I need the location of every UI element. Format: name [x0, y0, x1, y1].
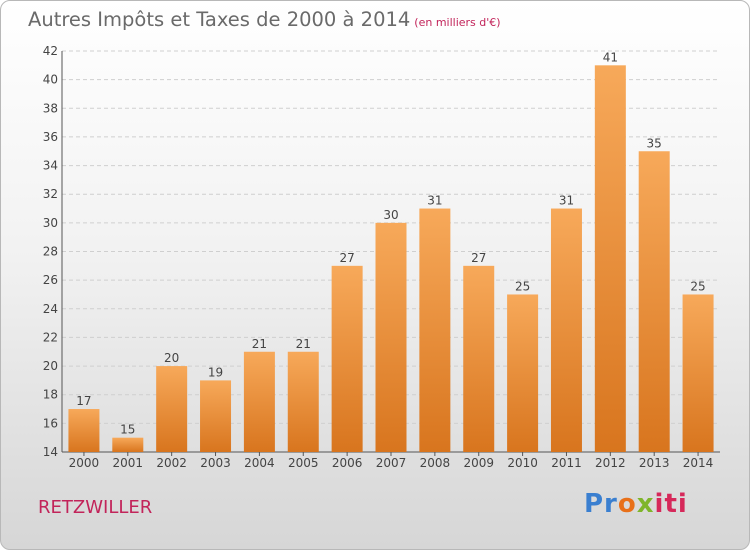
- x-tick-label-2000: 2000: [69, 456, 100, 470]
- data-label-2001: 15: [120, 423, 135, 437]
- data-label-2000: 17: [76, 394, 91, 408]
- bar-2003: [200, 380, 232, 452]
- y-tick-label-34: 34: [43, 159, 58, 173]
- y-tick-label-30: 30: [43, 216, 58, 230]
- bar-2009: [463, 265, 495, 452]
- bar-2011: [550, 208, 582, 452]
- x-tick-label-2005: 2005: [288, 456, 319, 470]
- commune-name: RETZWILLER: [38, 497, 153, 518]
- bar-2002: [156, 366, 188, 452]
- x-tick-label-2003: 2003: [200, 456, 231, 470]
- data-label-2010: 25: [515, 279, 530, 293]
- proxiti-logo: Proxiti: [584, 489, 688, 519]
- data-label-2006: 27: [339, 251, 354, 265]
- bar-2013: [638, 151, 670, 452]
- bar-2008: [419, 208, 451, 452]
- y-tick-label-16: 16: [43, 416, 58, 430]
- bar-2000: [68, 409, 100, 452]
- y-tick-label-40: 40: [43, 73, 58, 87]
- data-label-2011: 31: [559, 194, 574, 208]
- x-tick-label-2004: 2004: [244, 456, 275, 470]
- y-tick-label-26: 26: [43, 273, 58, 287]
- y-tick-label-36: 36: [43, 130, 58, 144]
- x-tick-label-2002: 2002: [156, 456, 187, 470]
- x-tick-label-2009: 2009: [463, 456, 494, 470]
- bar-2014: [682, 294, 714, 452]
- bar-2010: [507, 294, 539, 452]
- data-label-2007: 30: [383, 208, 398, 222]
- y-tick-label-28: 28: [43, 245, 58, 259]
- data-label-2005: 21: [296, 337, 311, 351]
- data-label-2003: 19: [208, 365, 223, 379]
- chart-title-text: Autres Impôts et Taxes de 2000 à 2014: [28, 8, 411, 31]
- data-label-2012: 41: [603, 50, 618, 64]
- y-tick-label-38: 38: [43, 101, 58, 115]
- x-tick-label-2010: 2010: [507, 456, 538, 470]
- data-label-2008: 31: [427, 194, 442, 208]
- y-tick-label-14: 14: [43, 445, 58, 459]
- chart-title: Autres Impôts et Taxes de 2000 à 2014 (en…: [28, 8, 501, 31]
- bar-2001: [112, 437, 144, 452]
- x-tick-label-2013: 2013: [639, 456, 670, 470]
- data-label-2013: 35: [647, 136, 662, 150]
- bar-2005: [287, 351, 319, 452]
- y-tick-label-24: 24: [43, 302, 58, 316]
- chart-unit: (en milliers d'€): [414, 16, 501, 29]
- y-tick-label-42: 42: [43, 44, 58, 58]
- y-tick-label-32: 32: [43, 187, 58, 201]
- data-label-2014: 25: [690, 279, 705, 293]
- x-tick-label-2001: 2001: [113, 456, 144, 470]
- x-tick-label-2011: 2011: [551, 456, 582, 470]
- x-tick-label-2014: 2014: [683, 456, 714, 470]
- x-tick-label-2006: 2006: [332, 456, 363, 470]
- y-tick-label-20: 20: [43, 359, 58, 373]
- data-label-2004: 21: [252, 337, 267, 351]
- bar-2004: [243, 351, 275, 452]
- y-tick-label-22: 22: [43, 330, 58, 344]
- x-tick-label-2008: 2008: [420, 456, 451, 470]
- bar-2012: [594, 65, 626, 453]
- data-label-2002: 20: [164, 351, 179, 365]
- bar-2006: [331, 265, 363, 452]
- x-tick-label-2007: 2007: [376, 456, 407, 470]
- bar-2007: [375, 222, 407, 452]
- x-tick-label-2012: 2012: [595, 456, 626, 470]
- y-tick-label-18: 18: [43, 388, 58, 402]
- data-label-2009: 27: [471, 251, 486, 265]
